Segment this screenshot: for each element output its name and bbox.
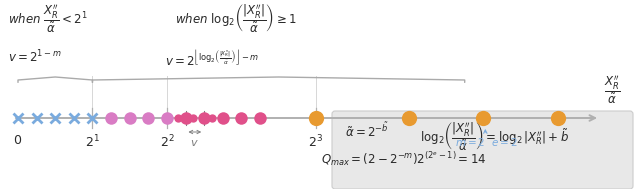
- Text: $v$: $v$: [191, 138, 199, 148]
- FancyBboxPatch shape: [332, 111, 633, 189]
- Text: $\mathit{when}\ \log_2\!\left(\dfrac{|X_R''|}{\tilde{\alpha}}\right) \geq 1$: $\mathit{when}\ \log_2\!\left(\dfrac{|X_…: [175, 3, 297, 35]
- Text: $v = 2^{1-m}$: $v = 2^{1-m}$: [8, 49, 62, 66]
- Text: $2^1$: $2^1$: [85, 134, 100, 151]
- Text: $2^3$: $2^3$: [308, 134, 323, 151]
- Text: $v = 2^{\left\lfloor\log_2\!\left(\frac{|X_R''|}{\tilde{\alpha}}\right)\right\rf: $v = 2^{\left\lfloor\log_2\!\left(\frac{…: [165, 49, 259, 70]
- Text: $\mathit{when}\ \dfrac{X_R''}{\tilde{\alpha}} < 2^1$: $\mathit{when}\ \dfrac{X_R''}{\tilde{\al…: [8, 3, 88, 35]
- Text: $Q_{max} = (2 - 2^{-m})2^{(2^e-1)} = 14$: $Q_{max} = (2 - 2^{-m})2^{(2^e-1)} = 14$: [321, 150, 486, 168]
- Text: $2^2$: $2^2$: [159, 134, 174, 151]
- Text: $\log_2\!\left(\dfrac{|X_R''|}{\tilde{\alpha}}\right) = \log_2|X_R''| + \tilde{b: $\log_2\!\left(\dfrac{|X_R''|}{\tilde{\a…: [420, 121, 569, 153]
- Text: $0$: $0$: [13, 134, 22, 147]
- Text: $e = 2$: $e = 2$: [492, 136, 518, 148]
- Text: $\dfrac{X_R''}{\tilde{\alpha}}$: $\dfrac{X_R''}{\tilde{\alpha}}$: [604, 74, 621, 106]
- Text: $\tilde{\alpha} = 2^{-\tilde{b}}$: $\tilde{\alpha} = 2^{-\tilde{b}}$: [345, 121, 388, 140]
- Text: $m = 2$: $m = 2$: [455, 136, 486, 148]
